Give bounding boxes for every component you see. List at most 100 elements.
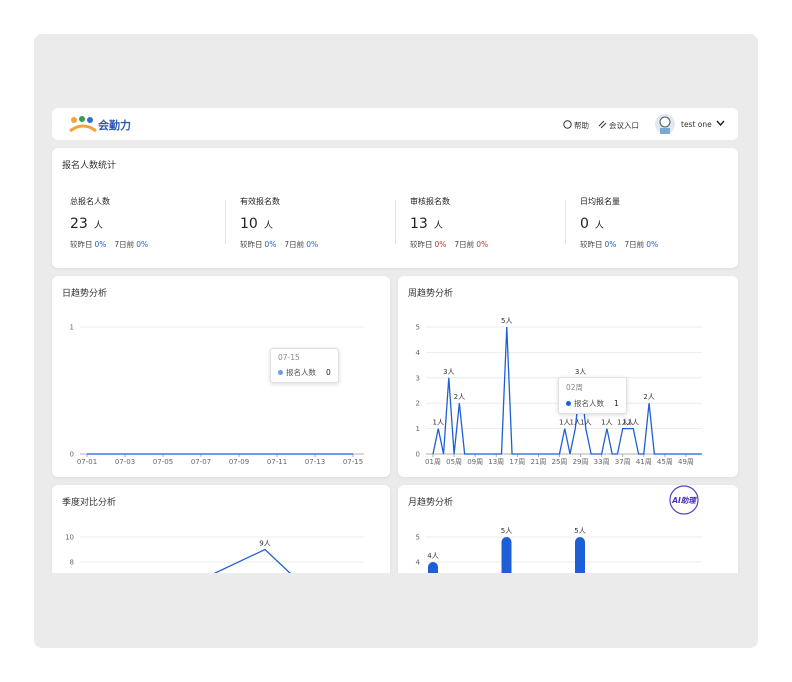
compare-value: 0% <box>604 240 617 249</box>
value-label: 1人 <box>559 419 570 427</box>
value-label: 1人 <box>601 419 612 427</box>
tooltip-title: 07-15 <box>278 353 300 362</box>
chart: 0 1 2 3 4 5 01周 05周 09周 13周 17周 21周 25周 29周 33周 37周 41周 4… <box>416 317 702 466</box>
compare-value: 0% <box>136 240 149 249</box>
y-tick-label: 5 <box>416 534 420 542</box>
compare-value: 0% <box>646 240 659 249</box>
avatar[interactable] <box>654 113 676 135</box>
value-label: 2人 <box>454 393 465 401</box>
stat-value-row: 23 人 <box>70 216 220 232</box>
card-title: 季度对比分析 <box>62 498 117 508</box>
tooltip-value: 0 <box>326 368 331 377</box>
value-label: 4人 <box>427 552 438 560</box>
stat-unit: 人 <box>433 221 443 231</box>
stat-value: 10 <box>240 216 258 232</box>
chart-card: 周趋势分析 0 1 2 3 4 5 01周 05周 09周 13周 17周 21周 25周 29周 33周 37… <box>398 276 738 477</box>
x-tick-label: 07-13 <box>305 458 325 466</box>
stat-value: 23 <box>70 216 88 232</box>
stat-item: 总报名人数 23 人较昨日 0% 7日前 0% <box>70 196 220 250</box>
viewport: 会勤力 帮助 会议入口 test one 报名人数统计 总报名人数 23 人较昨日 0… <box>52 108 738 573</box>
card-title: 日趋势分析 <box>62 289 108 299</box>
y-tick-label: 4 <box>416 559 421 567</box>
chart: 02468109人 <box>65 534 364 573</box>
x-tick-label: 07-05 <box>153 458 173 466</box>
stat-compare: 较昨日 0% 7日前 0% <box>410 239 560 250</box>
logo-text: 会勤力 <box>98 119 131 132</box>
stat-unit: 人 <box>93 221 103 231</box>
x-tick-label: 29周 <box>573 458 589 466</box>
stat-compare: 较昨日 0% 7日前 0% <box>240 239 390 250</box>
meeting-entry-link[interactable]: 会议入口 <box>609 121 639 130</box>
x-tick-label: 07-09 <box>229 458 249 466</box>
value-label: 9人 <box>259 540 270 548</box>
compare-value: 0% <box>476 240 489 249</box>
compare-value: 0% <box>434 240 447 249</box>
stat-compare: 较昨日 0% 7日前 0% <box>70 239 220 250</box>
divider <box>225 200 226 244</box>
y-tick-label: 1 <box>416 425 420 433</box>
tooltip-title: 02周 <box>566 383 584 392</box>
x-tick-label: 33周 <box>594 458 610 466</box>
x-tick-label: 17周 <box>509 458 525 466</box>
stat-unit: 人 <box>594 221 604 231</box>
bar <box>428 562 438 573</box>
value-label: 1人 <box>570 419 581 427</box>
user-name[interactable]: test one <box>681 120 712 129</box>
compare-label: 7日前 <box>624 240 645 249</box>
logo-icon <box>69 116 97 133</box>
y-tick-label: 0 <box>70 451 74 459</box>
x-tick-label: 21周 <box>530 458 546 466</box>
x-tick-label: 07-15 <box>343 458 363 466</box>
stat-item: 日均报名量 0 人较昨日 0% 7日前 0% <box>580 196 730 250</box>
x-tick-label: 13周 <box>488 458 504 466</box>
y-tick-label: 2 <box>416 400 420 408</box>
stat-item: 审核报名数 13 人较昨日 0% 7日前 0% <box>410 196 560 250</box>
x-tick-label: 07-01 <box>77 458 97 466</box>
badge-circle <box>669 485 699 515</box>
compare-label: 7日前 <box>114 240 135 249</box>
compare-value: 0% <box>94 240 107 249</box>
badge-text: AI助理 <box>671 496 697 505</box>
y-tick-label: 3 <box>416 374 420 382</box>
chart: 0 1 07-01 07-03 07-05 07-07 07-09 07-11 07-13 07-… <box>70 324 364 466</box>
compare-value: 0% <box>264 240 277 249</box>
x-tick-label: 37周 <box>615 458 631 466</box>
value-label: 5人 <box>501 317 512 325</box>
compare-label: 较昨日 <box>410 240 433 249</box>
tooltip-dot <box>278 370 283 375</box>
compare-value: 0% <box>306 240 319 249</box>
series-line <box>432 326 702 455</box>
x-tick-label: 07-07 <box>191 458 211 466</box>
tooltip-row: 报名人数 0 <box>278 367 331 378</box>
compare-label: 7日前 <box>454 240 475 249</box>
value-label: 3人 <box>443 368 454 376</box>
x-tick-label: 45周 <box>657 458 673 466</box>
link-icon <box>598 120 607 129</box>
y-tick-label: 10 <box>65 534 74 542</box>
series-line <box>213 548 291 573</box>
x-tick-label: 01周 <box>425 458 441 466</box>
divider <box>565 200 566 244</box>
x-tick-label: 07-03 <box>115 458 135 466</box>
tooltip-label: 报名人数 <box>574 399 604 408</box>
bar <box>501 537 512 573</box>
y-tick-label: 1 <box>70 324 74 332</box>
value-label: 1人 <box>628 419 639 427</box>
value-label: 1人 <box>617 419 628 427</box>
tooltip-label: 报名人数 <box>286 368 316 377</box>
x-tick-label: 25周 <box>552 458 568 466</box>
divider <box>395 200 396 244</box>
stat-value-row: 13 人 <box>410 216 560 232</box>
chart: 0123454人5人5人AI助理 <box>416 485 702 573</box>
x-tick-label: 07-11 <box>267 458 287 466</box>
dropdown-arrow[interactable] <box>716 120 725 127</box>
value-label: 1人 <box>433 419 444 427</box>
y-tick-label: 0 <box>416 451 420 459</box>
y-tick-label: 4 <box>416 349 421 357</box>
x-tick-label: 05周 <box>446 458 462 466</box>
help-link[interactable]: 帮助 <box>574 121 589 130</box>
value-label: 1人 <box>580 419 591 427</box>
stat-unit: 人 <box>263 221 273 231</box>
